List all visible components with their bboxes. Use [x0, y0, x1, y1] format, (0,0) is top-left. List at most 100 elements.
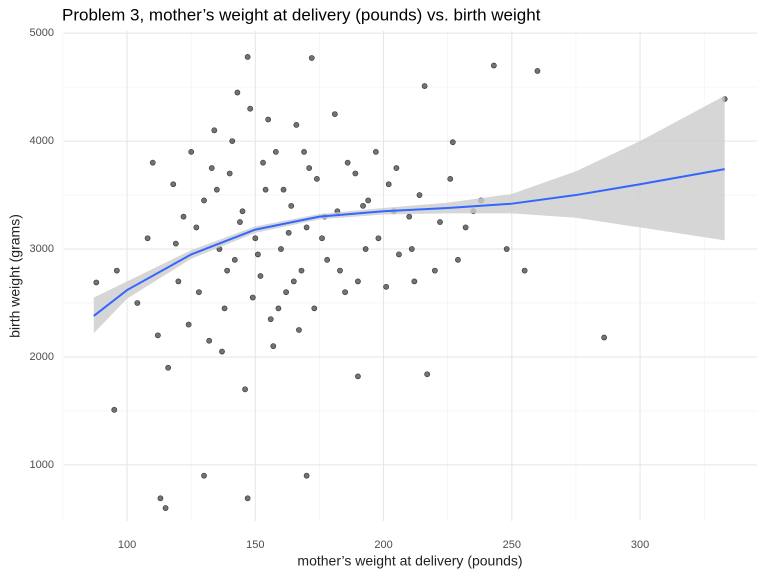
point [237, 219, 243, 225]
point [221, 305, 228, 312]
point [372, 148, 379, 155]
point [303, 472, 310, 479]
point [298, 267, 305, 274]
point [396, 251, 402, 258]
point [180, 213, 187, 220]
point [447, 175, 454, 182]
y-tick-label: 3000 [30, 243, 54, 255]
point [503, 246, 510, 252]
point [265, 116, 272, 123]
point [283, 289, 290, 296]
point [144, 235, 151, 242]
point [244, 54, 251, 60]
y-tick-label: 1000 [30, 459, 54, 471]
point [201, 197, 207, 204]
point [162, 505, 169, 511]
point [455, 256, 461, 263]
point [219, 348, 225, 355]
point [93, 279, 100, 286]
point [280, 186, 287, 193]
point [375, 235, 382, 242]
point [231, 256, 238, 263]
point [293, 121, 300, 128]
y-tick-label: 2000 [30, 351, 54, 363]
point [534, 68, 541, 74]
point [331, 111, 338, 118]
y-tick-label: 4000 [30, 135, 54, 147]
point [344, 159, 351, 166]
point [113, 267, 120, 274]
point [337, 267, 343, 274]
point [211, 127, 218, 134]
point [490, 62, 497, 69]
point [383, 283, 390, 290]
point [352, 170, 359, 177]
point [285, 229, 292, 236]
point [260, 159, 266, 166]
confidence-band [93, 95, 725, 334]
point [262, 186, 269, 193]
point [213, 186, 220, 193]
point [254, 251, 261, 258]
point [303, 224, 310, 231]
point [278, 246, 284, 252]
point [406, 213, 413, 220]
point [431, 267, 438, 274]
point [170, 181, 177, 188]
point [275, 305, 282, 312]
point [157, 495, 164, 502]
point [134, 300, 141, 306]
point [208, 165, 215, 171]
point [311, 305, 318, 312]
point [290, 278, 297, 285]
smooth-line [93, 168, 725, 317]
point [196, 289, 202, 296]
point [244, 495, 251, 502]
point [416, 192, 423, 198]
y-axis-label: birth weight (grams) [7, 214, 23, 338]
point [270, 343, 277, 350]
point [308, 55, 315, 61]
point [424, 371, 431, 378]
point [201, 472, 207, 479]
point [249, 294, 256, 301]
point [154, 332, 161, 339]
point [313, 175, 320, 182]
point [421, 83, 428, 89]
x-tick-label: 300 [631, 539, 649, 551]
point [355, 278, 361, 285]
point [172, 240, 179, 247]
point [324, 256, 331, 263]
point [601, 334, 608, 341]
point [385, 181, 392, 188]
point [449, 139, 456, 146]
point [185, 321, 192, 328]
point [362, 246, 369, 252]
point [408, 246, 415, 252]
point [267, 316, 274, 323]
x-tick-label: 200 [374, 539, 392, 551]
point [193, 224, 200, 231]
point [247, 105, 254, 112]
point [360, 202, 366, 209]
point [239, 208, 246, 215]
point [521, 267, 528, 274]
point [365, 197, 372, 204]
point [226, 170, 233, 177]
point [306, 165, 313, 171]
point [234, 89, 241, 96]
point [111, 406, 118, 413]
point [175, 278, 182, 285]
point [288, 202, 295, 209]
x-tick-label: 100 [118, 539, 136, 551]
y-tick-label: 5000 [30, 27, 54, 39]
point [393, 165, 400, 171]
point [355, 373, 361, 380]
point [224, 267, 231, 274]
x-axis-label: mother’s weight at delivery (pounds) [297, 553, 522, 569]
point [188, 148, 195, 155]
point [165, 364, 172, 371]
point [301, 148, 307, 155]
point [272, 148, 279, 155]
